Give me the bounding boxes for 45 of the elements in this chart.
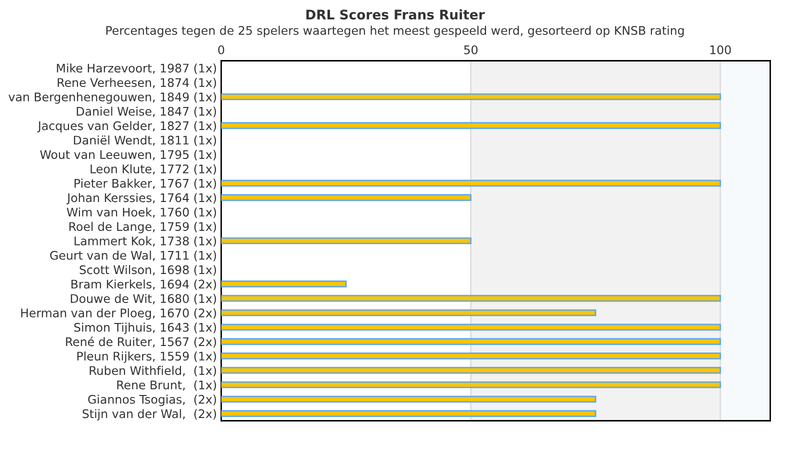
bar xyxy=(221,280,347,288)
chart-subtitle: Percentages tegen de 25 spelers waartegen het meest gespeeld werd, gesorteerd op KNSB rating xyxy=(106,26,684,38)
x-tick-label: 100 xyxy=(710,45,731,54)
y-tick-label: Giannos Tsogias, (2x) xyxy=(88,394,216,406)
bar xyxy=(221,410,596,417)
y-tick-label: Rene Brunt, (1x) xyxy=(117,380,216,391)
y-tick-label: Simon Tijhuis, 1643 (1x) xyxy=(74,322,216,334)
x-tick-label: 0 xyxy=(218,45,224,54)
bar xyxy=(221,381,722,388)
bar xyxy=(221,237,472,244)
y-tick-label: van Bergenhenegouwen, 1849 (1x) xyxy=(8,92,216,104)
y-tick-label: Wout van Leeuwen, 1795 (1x) xyxy=(40,150,216,160)
bar xyxy=(221,93,722,100)
y-tick-label: Pleun Rijkers, 1559 (1x) xyxy=(77,351,216,363)
y-tick-label: Geurt van de Wal, 1711 (1x) xyxy=(50,250,216,262)
y-tick-label: Mike Harzevoort, 1987 (1x) xyxy=(56,63,216,74)
y-tick-label: Pieter Bakker, 1767 (1x) xyxy=(74,178,216,190)
y-tick-label: Lammert Kok, 1738 (1x) xyxy=(74,236,216,247)
y-tick-label: Herman van der Ploeg, 1670 (2x) xyxy=(21,308,216,320)
y-tick-label: Bram Kierkels, 1694 (2x) xyxy=(72,279,216,290)
bar xyxy=(221,122,722,129)
bar xyxy=(221,309,596,316)
x-tick-label: 50 xyxy=(464,45,478,54)
chart-title: DRL Scores Frans Ruiter xyxy=(306,9,485,20)
y-tick-label: Daniël Wendt, 1811 (1x) xyxy=(74,135,216,146)
bar xyxy=(221,294,722,302)
y-tick-label: Johan Kerssies, 1764 (1x) xyxy=(66,193,216,204)
bar xyxy=(221,396,596,403)
bar xyxy=(221,366,722,374)
bar xyxy=(221,180,722,187)
y-tick-label: Rene Verheesen, 1874 (1x) xyxy=(58,78,216,88)
y-tick-label: Roel de Lange, 1759 (1x) xyxy=(69,222,216,234)
bar xyxy=(221,324,722,331)
y-tick-label: Jacques van Gelder, 1827 (1x) xyxy=(37,121,216,132)
y-tick-label: Douwe de Wit, 1680 (1x) xyxy=(70,294,216,304)
bar xyxy=(221,352,722,360)
y-tick-label: René de Ruiter, 1567 (2x) xyxy=(66,336,216,348)
y-tick-label: Daniel Weise, 1847 (1x) xyxy=(76,106,216,118)
y-tick-label: Leon Klute, 1772 (1x) xyxy=(90,164,216,175)
bar xyxy=(221,194,472,201)
bar xyxy=(221,338,722,345)
y-tick-label: Scott Wilson, 1698 (1x) xyxy=(80,265,216,276)
y-tick-label: Stijn van der Wal, (2x) xyxy=(82,409,216,420)
y-tick-label: Wim van Hoek, 1760 (1x) xyxy=(66,207,216,218)
y-tick-label: Ruben Withfield, (1x) xyxy=(90,366,216,376)
